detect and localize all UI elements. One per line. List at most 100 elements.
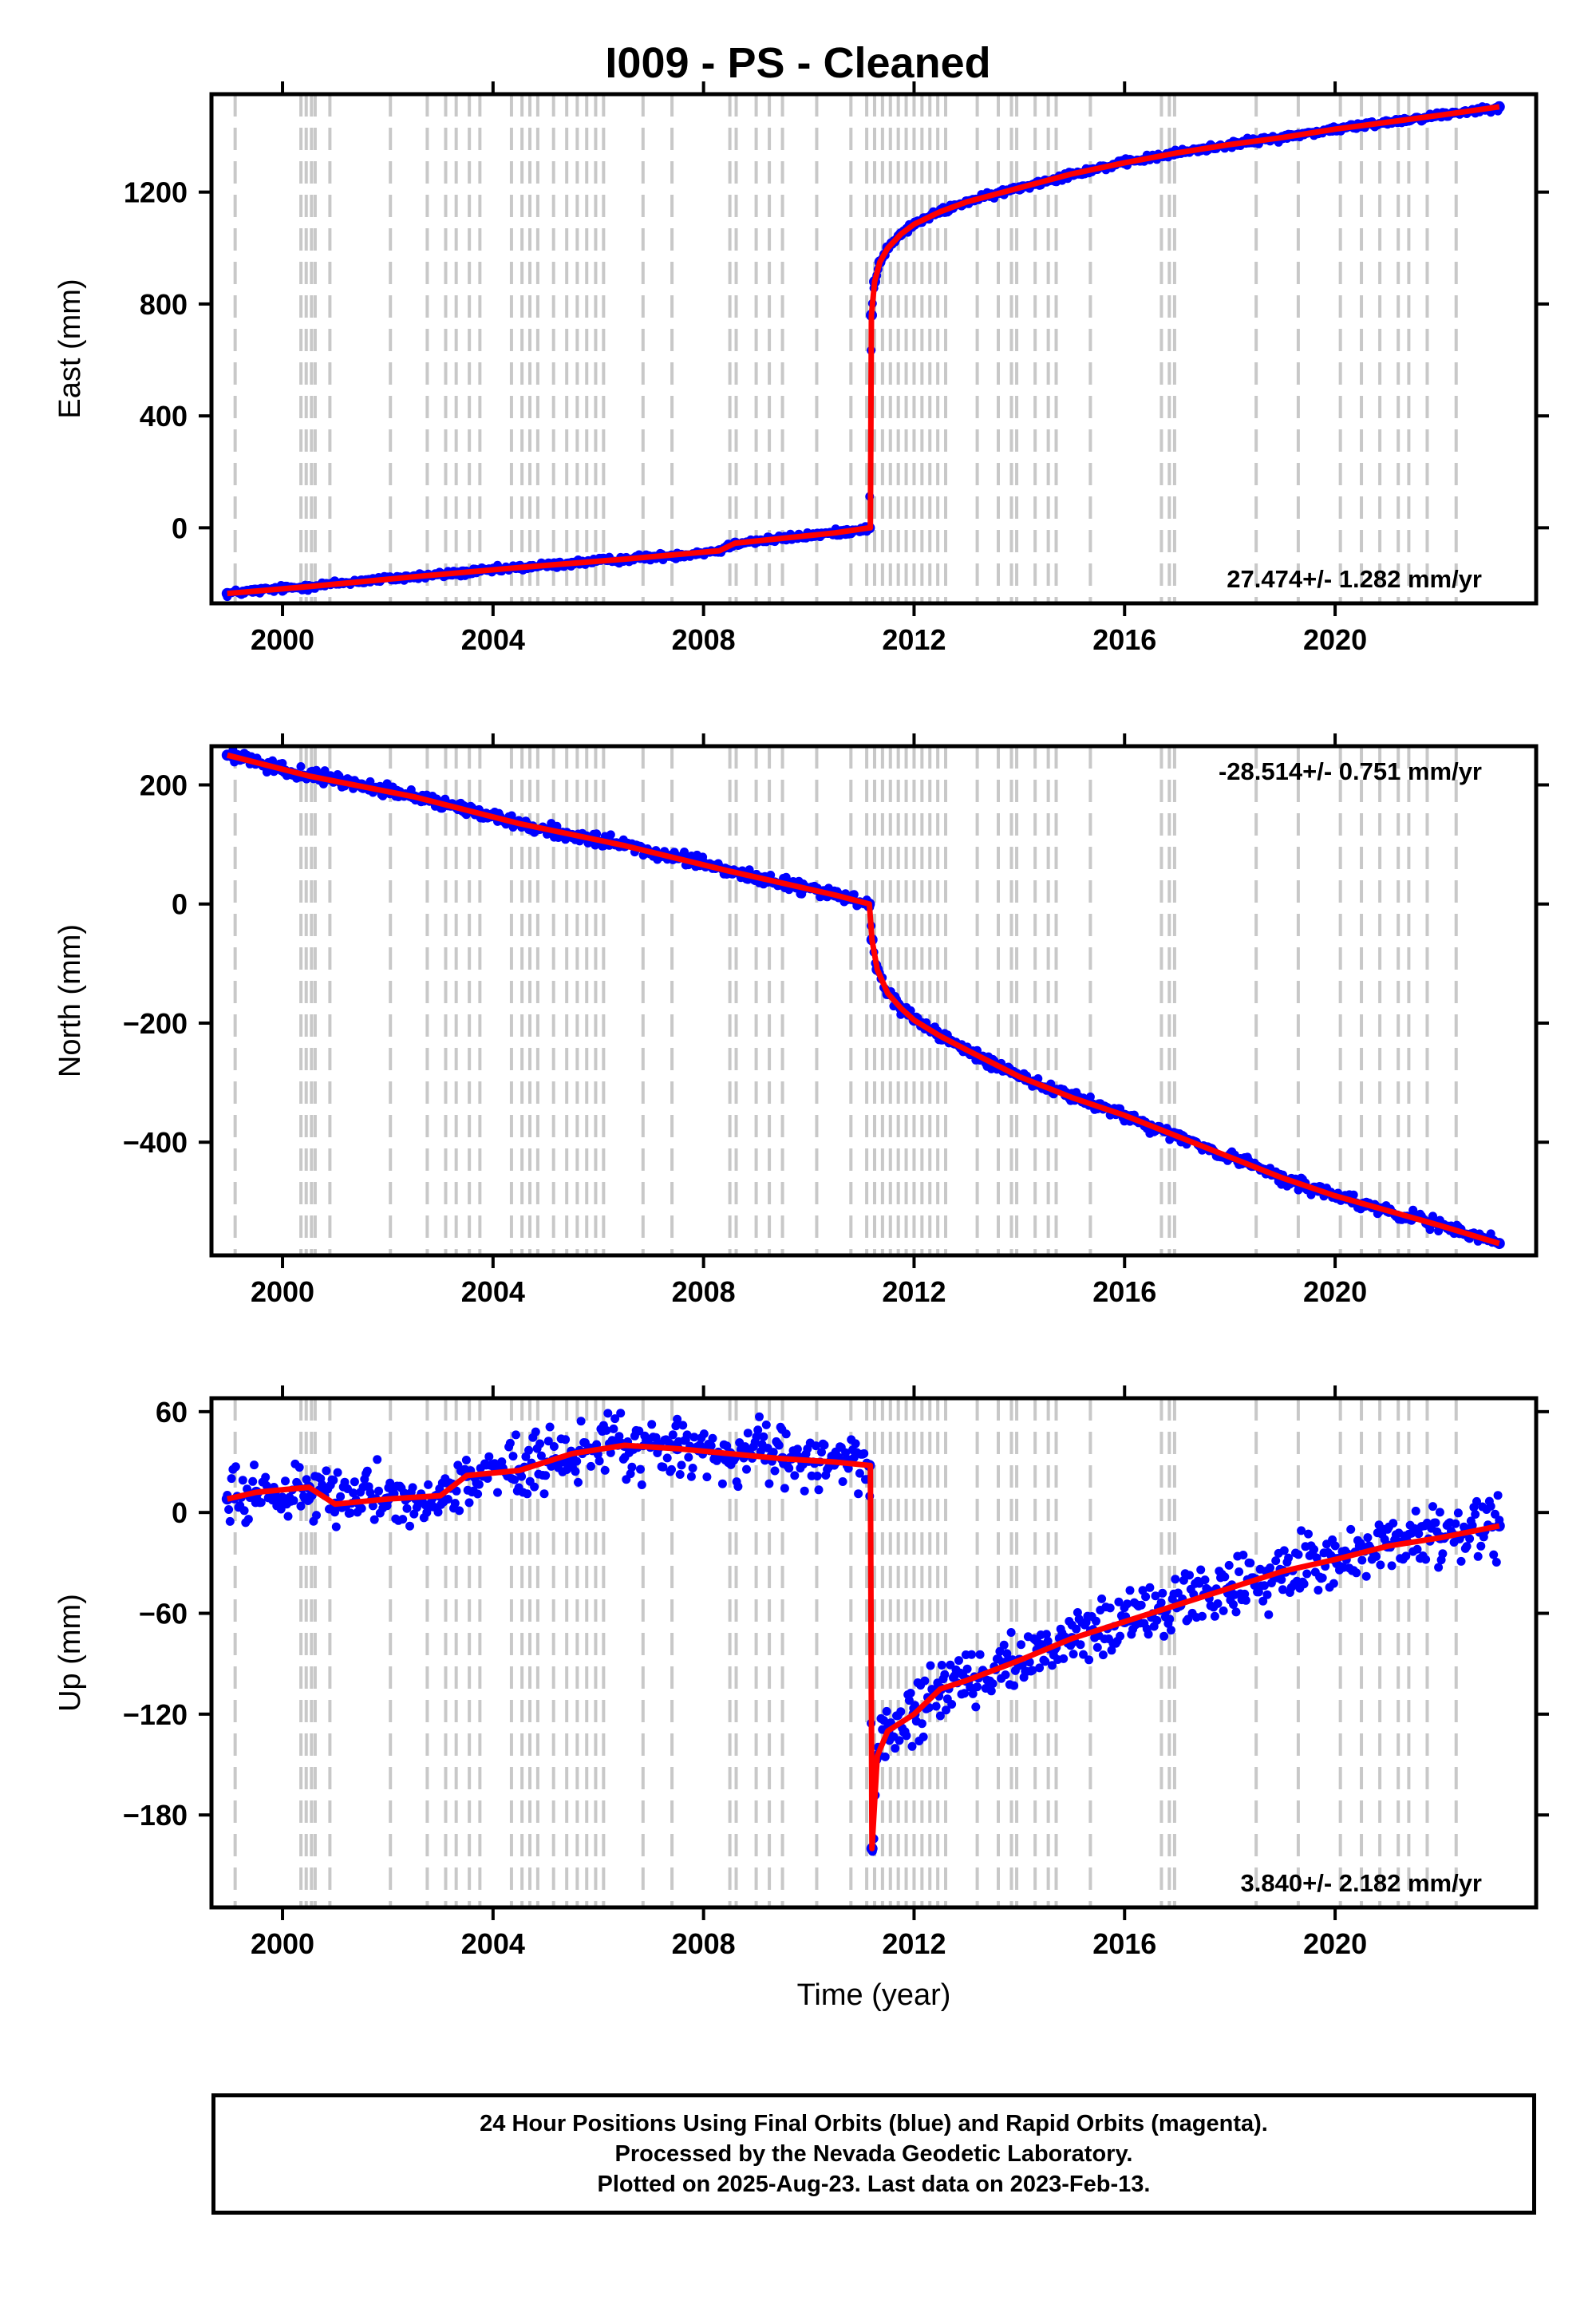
data-point xyxy=(1314,1586,1323,1595)
data-point xyxy=(1092,1642,1102,1652)
data-point xyxy=(530,1482,539,1492)
data-point xyxy=(1079,1650,1088,1659)
data-point xyxy=(224,1505,234,1514)
data-point xyxy=(333,1468,342,1477)
data-point xyxy=(1158,1588,1167,1598)
data-point xyxy=(1114,1597,1124,1607)
data-point xyxy=(256,1498,266,1508)
data-point xyxy=(1264,1610,1274,1619)
rate-label: 3.840+/- 2.182 mm/yr xyxy=(1241,1869,1482,1897)
data-point xyxy=(838,1477,847,1486)
data-point xyxy=(231,1462,240,1472)
data-point xyxy=(1235,1567,1244,1576)
data-point xyxy=(603,1409,613,1418)
data-point xyxy=(667,1464,676,1474)
data-point xyxy=(1229,1600,1238,1609)
data-point xyxy=(1389,1519,1398,1528)
data-point xyxy=(1472,1496,1481,1506)
data-point xyxy=(1210,1611,1219,1621)
data-point xyxy=(296,762,306,771)
data-point xyxy=(1468,1520,1477,1530)
data-point xyxy=(340,1477,350,1487)
data-point xyxy=(523,1489,532,1499)
data-point xyxy=(1185,1571,1194,1580)
data-point xyxy=(686,1472,696,1481)
data-point xyxy=(1179,1575,1188,1585)
data-point xyxy=(1123,1599,1132,1609)
data-point xyxy=(1262,1590,1272,1599)
data-point xyxy=(296,1501,306,1511)
data-point xyxy=(854,1489,863,1499)
data-point xyxy=(1278,1585,1287,1595)
data-point xyxy=(587,1461,595,1471)
data-point xyxy=(1363,1533,1373,1543)
data-point xyxy=(658,1462,668,1472)
data-point xyxy=(572,1456,582,1466)
y-tick-label: −200 xyxy=(123,1007,188,1040)
data-point xyxy=(1092,1616,1100,1626)
data-point xyxy=(1125,1586,1135,1595)
x-tick-label: 2008 xyxy=(672,1275,736,1308)
data-point xyxy=(812,1472,822,1480)
data-point xyxy=(662,1453,672,1463)
data-point xyxy=(409,1509,419,1519)
data-point xyxy=(960,1689,970,1698)
data-point xyxy=(405,1521,414,1531)
data-point xyxy=(636,1464,645,1474)
data-point xyxy=(920,1676,930,1686)
data-point xyxy=(1438,1549,1448,1559)
data-point xyxy=(811,1441,820,1451)
data-point xyxy=(971,1702,981,1712)
data-point xyxy=(1489,1550,1499,1559)
data-point xyxy=(1069,1650,1078,1659)
data-point xyxy=(294,1463,304,1472)
data-point xyxy=(937,1661,946,1670)
footer-line-orbits: 24 Hour Positions Using Final Orbits (bl… xyxy=(480,2111,1268,2136)
data-point xyxy=(780,1484,789,1493)
data-point xyxy=(770,1466,780,1476)
data-point xyxy=(678,1421,688,1430)
model-line xyxy=(226,752,1500,1247)
data-point xyxy=(606,830,615,840)
data-point xyxy=(362,1466,372,1476)
data-point xyxy=(531,1427,540,1437)
data-point xyxy=(673,1414,682,1424)
data-point xyxy=(473,1489,483,1499)
y-tick-label: −180 xyxy=(123,1799,188,1832)
data-point xyxy=(1486,1501,1495,1511)
data-point xyxy=(1220,1572,1230,1582)
data-point xyxy=(988,1679,998,1689)
y-tick-label: −60 xyxy=(139,1598,188,1630)
data-point xyxy=(248,1476,258,1486)
chart-panel-2: 2000 2004 2008 2012 2016 2020 −400 −200 0 200 Nort… xyxy=(53,733,1549,1308)
data-point xyxy=(817,1448,826,1457)
x-tick-label: 2004 xyxy=(461,1927,525,1960)
data-point xyxy=(402,1504,412,1513)
data-point xyxy=(1048,1661,1057,1670)
data-point xyxy=(675,1470,685,1479)
x-tick-label: 2016 xyxy=(1092,1275,1156,1308)
y-tick-label: 60 xyxy=(156,1396,188,1429)
x-tick-label: 2012 xyxy=(882,623,946,656)
data-point xyxy=(484,1452,494,1461)
data-point xyxy=(841,1448,851,1457)
data-point xyxy=(455,1506,464,1516)
data-point xyxy=(722,1441,732,1451)
data-point xyxy=(1453,1508,1463,1518)
data-point xyxy=(574,1477,583,1487)
x-tick-label: 2008 xyxy=(672,623,736,656)
data-point xyxy=(689,1433,699,1442)
y-tick-label: −120 xyxy=(123,1698,188,1731)
data-point xyxy=(1219,1606,1228,1615)
data-point xyxy=(684,1452,693,1462)
data-point xyxy=(609,1424,618,1433)
data-point xyxy=(1361,1571,1371,1581)
data-point xyxy=(508,1452,518,1461)
data-point xyxy=(906,1689,915,1697)
data-point xyxy=(322,1466,331,1476)
y-axis-label: North (mm) xyxy=(53,924,87,1077)
data-point xyxy=(954,1656,963,1666)
data-point xyxy=(1159,1631,1169,1641)
data-point xyxy=(278,759,287,768)
data-point xyxy=(940,1670,950,1679)
